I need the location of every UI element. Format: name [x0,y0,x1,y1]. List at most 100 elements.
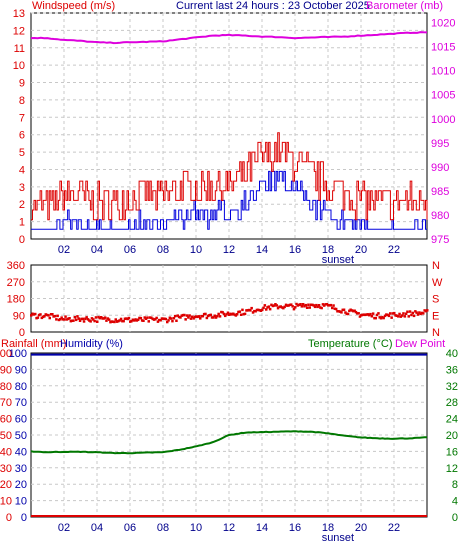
direction-point [195,315,198,318]
direction-point [166,320,169,324]
direction-point [225,313,228,316]
temperature-label: Temperature (°C) [308,338,392,350]
direction-point [31,312,34,315]
compass-tick-label: W [432,277,443,289]
direction-point [291,305,294,308]
direction-point [426,309,429,312]
direction-point [265,308,268,311]
direction-point [113,320,116,324]
direction-point [235,313,239,316]
humidity-y-tick-label: 0 [21,512,27,524]
direction-point [241,308,244,312]
direction-point [404,312,408,315]
direction-point [114,318,117,321]
direction-point [424,309,428,313]
humidity-y-tick-label: 80 [15,381,27,393]
direction-point [39,313,42,316]
direction-point [152,318,156,321]
rainfall-y-tick-label: 100 [0,348,12,360]
barometer-y-tick-label: 995 [431,138,449,150]
rainfall-y-tick-label: 20 [0,479,12,491]
barometer-title: Barometer (mb) [366,0,443,12]
direction-point [205,316,209,320]
direction-point [379,317,383,320]
direction-point [61,318,65,321]
wind-y-tick-label: 4 [19,164,25,176]
humidity-y-tick-label: 50 [15,430,27,442]
direction-point [204,312,207,316]
wind-x-tick-label: 18 [322,244,334,256]
direction-point [220,310,223,314]
direction-point [77,317,80,320]
temperature-y-tick-label: 36 [446,364,458,376]
direction-point [212,316,215,319]
direction-point [175,319,178,322]
climate-x-tick-label: 16 [289,522,301,534]
direction-point [67,317,70,321]
barometer-y-tick-label: 1005 [431,90,455,102]
wind-x-tick-label: 06 [124,244,136,256]
direction-point [307,303,310,306]
wind-x-tick-label: 04 [91,244,103,256]
direction-point [213,314,216,317]
direction-point [200,315,203,318]
direction-point [34,312,37,316]
wind-y-tick-label: 10 [13,60,25,72]
direction-point [286,304,289,307]
direction-point [350,309,354,312]
direction-point [284,303,288,307]
direction-point [210,316,214,319]
direction-point [382,316,385,320]
compass-tick-label: N [432,327,440,339]
direction-point [296,304,300,307]
direction-point [122,319,125,323]
direction-point [133,319,136,322]
direction-point [345,312,348,316]
direction-point [230,313,234,316]
direction-point [304,303,308,307]
direction-point [86,318,90,321]
direction-point [192,317,195,320]
direction-point [97,315,100,319]
barometer-y-tick-label: 1020 [431,18,455,30]
direction-point [367,313,371,317]
direction-point [37,313,41,317]
direction-point [101,317,104,320]
direction-point [57,318,61,322]
direction-point [30,314,33,317]
direction-point [135,319,139,322]
direction-point [280,306,284,309]
climate-x-tick-label: 08 [157,522,169,534]
direction-point [185,314,189,317]
direction-point [158,318,161,322]
rainfall-y-tick-label: 90 [0,364,12,376]
direction-point [423,309,426,312]
direction-point [155,316,158,320]
direction-point [169,317,173,320]
direction-point [146,316,149,319]
direction-point [292,307,296,311]
barometer-y-tick-label: 975 [431,234,449,246]
direction-point [328,304,331,307]
rainfall-y-tick-label: 40 [0,446,12,458]
direction-point [173,314,177,318]
humidity-y-tick-label: 20 [15,479,27,491]
direction-point [331,306,334,310]
direction-point [103,316,107,319]
direction-point [323,304,326,307]
direction-point [319,306,322,309]
direction-point [217,312,220,316]
direction-point [107,318,111,321]
humidity-y-tick-label: 60 [15,414,27,426]
direction-point [139,316,143,320]
direction-point [349,308,352,311]
temperature-series [30,430,427,455]
direction-point [88,319,91,322]
direction-point [44,313,47,316]
direction-point [167,319,170,322]
direction-point [94,316,98,319]
direction-point [298,303,301,307]
wind-x-tick-label: 08 [157,244,169,256]
temperature-y-tick-label: 24 [446,414,458,426]
direction-point [52,315,55,318]
